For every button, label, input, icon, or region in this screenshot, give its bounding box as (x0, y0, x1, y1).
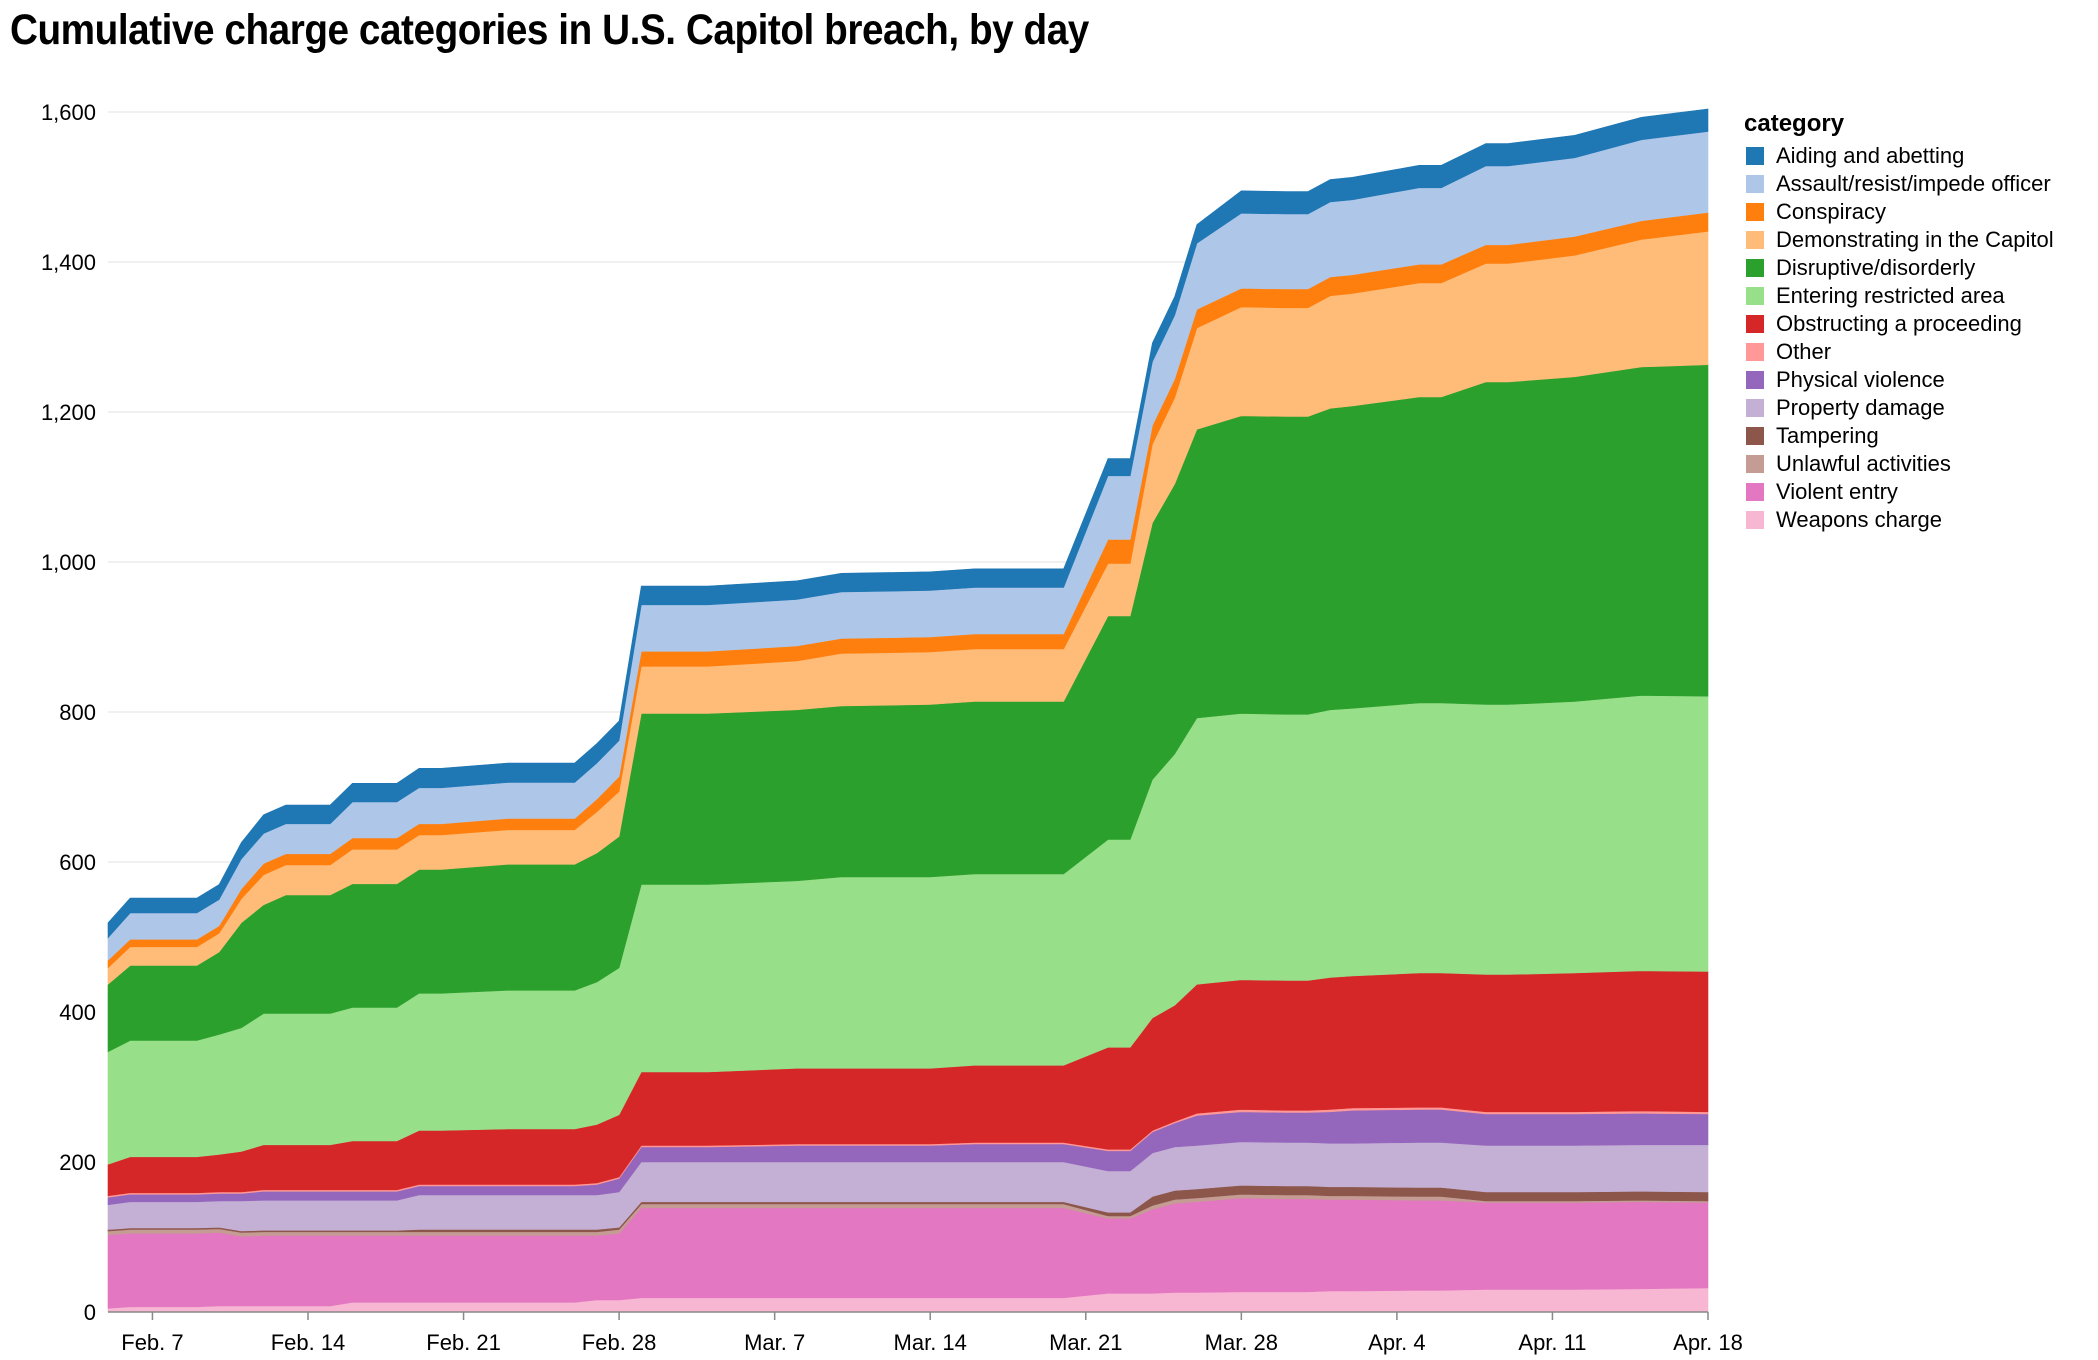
x-tick-label: Mar. 28 (1205, 1330, 1278, 1355)
y-tick-label: 1,600 (41, 100, 96, 125)
y-tick-label: 1,000 (41, 550, 96, 575)
legend-label: Aiding and abetting (1776, 143, 1964, 168)
legend-label: Entering restricted area (1776, 283, 2005, 308)
legend-label: Unlawful activities (1776, 451, 1951, 476)
x-tick-label: Apr. 11 (1518, 1330, 1586, 1355)
legend-label: Obstructing a proceeding (1776, 311, 2022, 336)
legend-title: category (1744, 110, 1845, 137)
legend-swatch (1746, 147, 1764, 165)
y-tick-label: 1,200 (41, 400, 96, 425)
legend-label: Demonstrating in the Capitol (1776, 227, 2054, 252)
legend-label: Weapons charge (1776, 507, 1942, 532)
stacked-areas (107, 108, 1709, 1313)
legend-label: Physical violence (1776, 367, 1945, 392)
legend-swatch (1746, 259, 1764, 277)
x-tick-label: Apr. 4 (1368, 1330, 1425, 1355)
area-aiding-and-abetting (107, 108, 1709, 939)
legend-label: Violent entry (1776, 479, 1898, 504)
legend-label: Disruptive/disorderly (1776, 255, 1975, 280)
legend-label: Property damage (1776, 395, 1945, 420)
x-tick-label: Feb. 7 (121, 1330, 183, 1355)
x-tick-label: Feb. 21 (426, 1330, 501, 1355)
legend-swatch (1746, 427, 1764, 445)
x-tick-label: Feb. 14 (271, 1330, 346, 1355)
legend-swatch (1746, 371, 1764, 389)
y-tick-label: 0 (84, 1300, 96, 1325)
legend-label: Assault/resist/impede officer (1776, 171, 2051, 196)
y-tick-label: 600 (59, 850, 96, 875)
legend-swatch (1746, 483, 1764, 501)
y-tick-label: 800 (59, 700, 96, 725)
x-tick-label: Feb. 28 (582, 1330, 657, 1355)
legend-swatch (1746, 175, 1764, 193)
x-tick-label: Mar. 21 (1049, 1330, 1122, 1355)
legend-swatch (1746, 287, 1764, 305)
legend-swatch (1746, 511, 1764, 529)
legend-swatch (1746, 399, 1764, 417)
legend-label: Conspiracy (1776, 199, 1886, 224)
y-axis-ticks: 0 200 400 600 800 1,000 1,200 1,400 1,600 (41, 100, 96, 1325)
x-tick-label: Apr. 18 (1673, 1330, 1743, 1355)
legend: category Aiding and abetting Assault/resi… (1744, 110, 2054, 532)
chart-title: Cumulative charge categories in U.S. Cap… (10, 6, 1089, 54)
legend-swatch (1746, 315, 1764, 333)
y-tick-label: 200 (59, 1150, 96, 1175)
y-tick-label: 400 (59, 1000, 96, 1025)
legend-swatch (1746, 231, 1764, 249)
x-tick-label: Mar. 14 (894, 1330, 967, 1355)
legend-label: Tampering (1776, 423, 1879, 448)
legend-swatch (1746, 455, 1764, 473)
legend-label: Other (1776, 339, 1831, 364)
legend-swatch (1746, 343, 1764, 361)
x-tick-label: Mar. 7 (744, 1330, 805, 1355)
legend-swatch (1746, 203, 1764, 221)
y-tick-label: 1,400 (41, 250, 96, 275)
x-axis-ticks: Feb. 7 Feb. 14 Feb. 21 Feb. 28 Mar. 7 Mar. 14… (121, 1312, 1743, 1355)
